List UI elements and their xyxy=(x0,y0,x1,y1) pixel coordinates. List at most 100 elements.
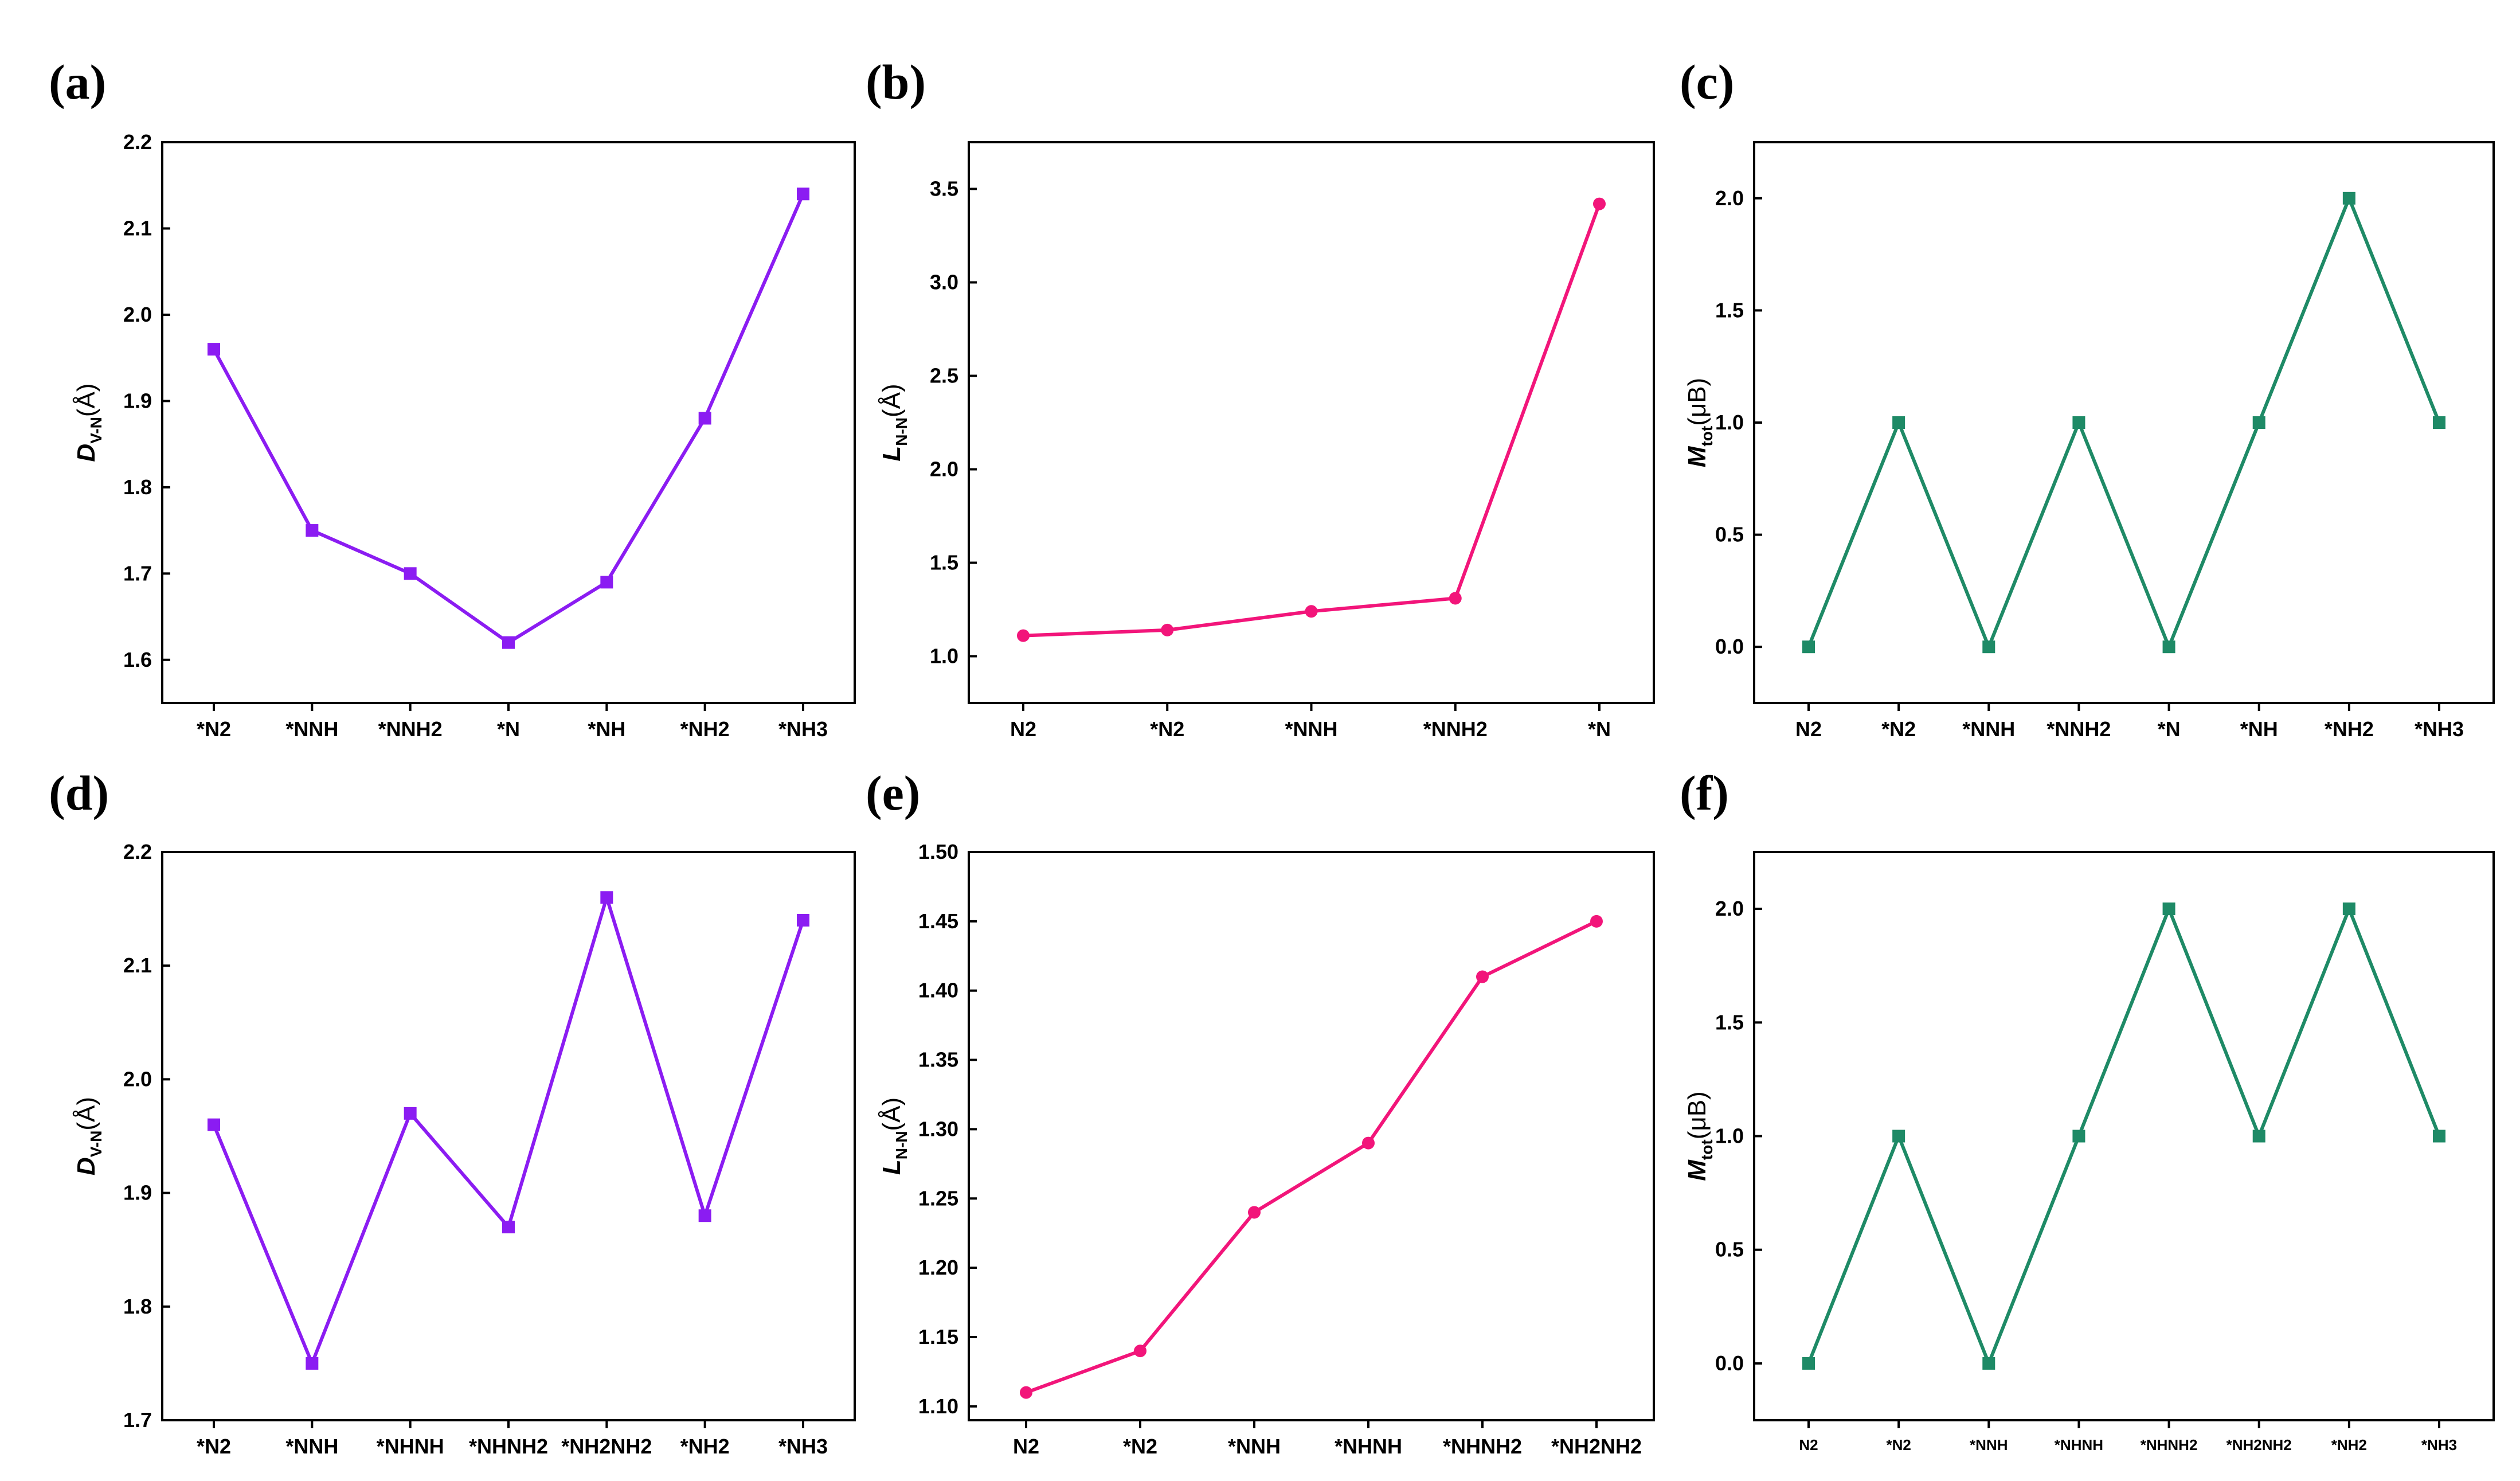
series-line-e xyxy=(1025,920,1598,1394)
y-tick-label-e: 1.30 xyxy=(918,1117,958,1140)
panel-label-c: (c) xyxy=(1680,54,1734,110)
panel-label-b: (b) xyxy=(866,54,926,110)
x-tick-label-d: *NH2NH2 xyxy=(561,1435,652,1458)
x-tick-label-c: *NNH xyxy=(1962,717,2015,741)
x-tick-label-d: *NHNH2 xyxy=(469,1435,548,1458)
plot-frame-f xyxy=(1753,851,2495,1421)
x-tick-label-c: *NH3 xyxy=(2415,717,2464,741)
x-tick-label-a: *N2 xyxy=(197,717,231,741)
x-tick-label-f: *N2 xyxy=(1886,1436,1911,1453)
x-tick-label-f: *NH3 xyxy=(2421,1436,2457,1453)
y-tick-label-a: 2.2 xyxy=(123,130,152,154)
data-point-b xyxy=(1161,623,1174,636)
x-tick-label-e: *N2 xyxy=(1123,1435,1157,1458)
x-tick-label-c: *NH xyxy=(2240,717,2278,741)
data-point-a xyxy=(797,187,809,201)
data-point-b xyxy=(1593,197,1606,210)
data-point-a xyxy=(404,567,417,580)
y-axis-label-f: Mtot(μB) xyxy=(1683,1091,1716,1181)
panel-e: (e) 1.10 1.15 1.20 1.25 1.30 1.35 1.40 1.45 1.50 N… xyxy=(866,765,1655,1458)
y-tick-label-e: 1.20 xyxy=(918,1256,958,1279)
y-tick-label-c: 1.0 xyxy=(1715,411,1744,434)
panel-label-e: (e) xyxy=(866,765,920,820)
x-tick-label-e: *NHNH2 xyxy=(1443,1435,1522,1458)
y-tick-label-b: 1.5 xyxy=(930,551,958,575)
y-tick-label-a: 2.1 xyxy=(123,216,152,240)
x-tick-label-b: *N xyxy=(1588,717,1611,741)
data-point-c xyxy=(1802,640,1815,654)
data-point-d xyxy=(600,891,613,904)
x-tick-label-f: *NHNH xyxy=(2055,1436,2103,1453)
x-tick-label-d: *NHNH xyxy=(377,1435,444,1458)
x-tick-label-c: N2 xyxy=(1795,717,1822,741)
y-tick-label-c: 1.5 xyxy=(1715,298,1744,322)
y-tick-label-f: 0.0 xyxy=(1715,1351,1744,1375)
x-tick-label-f: *NH2NH2 xyxy=(2226,1436,2292,1453)
x-tick-label-a: *NH2 xyxy=(680,717,730,741)
x-tick-label-e: *NHNH xyxy=(1335,1435,1402,1458)
data-point-f xyxy=(1892,1130,1905,1143)
y-tick-label-d: 2.0 xyxy=(123,1067,152,1091)
x-tick-label-d: *NH3 xyxy=(778,1435,828,1458)
plot-frame-a xyxy=(161,141,856,704)
x-tick-label-d: *N2 xyxy=(197,1435,231,1458)
data-point-e xyxy=(1362,1136,1375,1150)
x-tick-label-a: *NH xyxy=(588,717,625,741)
data-point-d xyxy=(502,1221,515,1234)
series-line-a xyxy=(212,193,805,644)
x-tick-label-b: *NNH2 xyxy=(1423,717,1488,741)
data-point-a xyxy=(600,576,613,589)
series-line-c xyxy=(1807,196,2441,649)
data-point-a xyxy=(698,412,711,425)
y-axis-label-e: LN-N(Å) xyxy=(878,1097,910,1175)
y-tick-label-e: 1.50 xyxy=(918,840,958,863)
y-tick-label-a: 1.7 xyxy=(123,561,152,585)
data-point-d xyxy=(698,1209,711,1222)
x-tick-label-f: *NHNH2 xyxy=(2141,1436,2198,1453)
y-tick-label-d: 2.2 xyxy=(123,840,152,863)
y-axis-label-b: LN-N(Å) xyxy=(878,384,910,461)
y-axis-label-d: DV-N(Å) xyxy=(72,1097,105,1175)
panel-a: (a) 1.6 1.7 1.8 1.9 2.0 2.1 2.2 *N2 *NNH *NNH2 *N *N… xyxy=(49,54,856,741)
y-tick-label-f: 1.0 xyxy=(1715,1124,1744,1148)
x-tick-label-e: *NH2NH2 xyxy=(1551,1435,1642,1458)
data-point-c xyxy=(1982,640,1995,654)
y-tick-label-b: 3.0 xyxy=(930,271,958,294)
y-tick-label-e: 1.45 xyxy=(918,909,958,933)
y-axis-label-a: DV-N(Å) xyxy=(72,383,105,462)
y-tick-label-c: 2.0 xyxy=(1715,186,1744,210)
data-point-d xyxy=(797,913,809,927)
data-point-c xyxy=(1892,416,1905,429)
panel-label-d: (d) xyxy=(49,765,109,820)
x-tick-label-c: *NH2 xyxy=(2325,717,2374,741)
plot-frame-d xyxy=(161,851,856,1421)
series-line-d xyxy=(212,896,805,1365)
y-tick-label-d: 1.8 xyxy=(123,1295,152,1318)
y-axis-label-c: Mtot(μB) xyxy=(1683,378,1716,467)
data-point-b xyxy=(1449,592,1462,605)
y-tick-label-f: 2.0 xyxy=(1715,897,1744,920)
y-tick-label-a: 1.6 xyxy=(123,648,152,671)
panel-d: (d) 1.7 1.8 1.9 2.0 2.1 2.2 *N2 *NNH *NHNH *NHNH2 *… xyxy=(49,765,856,1458)
y-tick-label-c: 0.5 xyxy=(1715,523,1744,546)
data-point-f xyxy=(1982,1357,1995,1370)
data-point-a xyxy=(306,524,319,537)
x-tick-label-e: N2 xyxy=(1013,1435,1039,1458)
data-point-c xyxy=(2433,416,2445,429)
data-point-e xyxy=(1248,1206,1261,1219)
y-tick-label-e: 1.10 xyxy=(918,1394,958,1418)
x-tick-label-b: *N2 xyxy=(1150,717,1184,741)
x-tick-label-c: *N2 xyxy=(1881,717,1916,741)
panel-label-a: (a) xyxy=(49,54,106,110)
plot-frame-b xyxy=(968,141,1655,704)
data-point-c xyxy=(2342,192,2355,205)
x-tick-label-a: *NH3 xyxy=(778,717,828,741)
panel-c: (c) 0.0 0.5 1.0 1.5 2.0 N2 *N2 *NNH *NNH2 *N *NH *NH… xyxy=(1680,54,2495,741)
data-point-f xyxy=(2162,902,2175,916)
data-point-f xyxy=(2072,1130,2085,1143)
x-tick-label-b: N2 xyxy=(1010,717,1036,741)
y-tick-label-d: 2.1 xyxy=(123,954,152,977)
data-point-b xyxy=(1305,605,1318,618)
plot-frame-c xyxy=(1753,141,2495,704)
y-tick-label-d: 1.9 xyxy=(123,1181,152,1205)
